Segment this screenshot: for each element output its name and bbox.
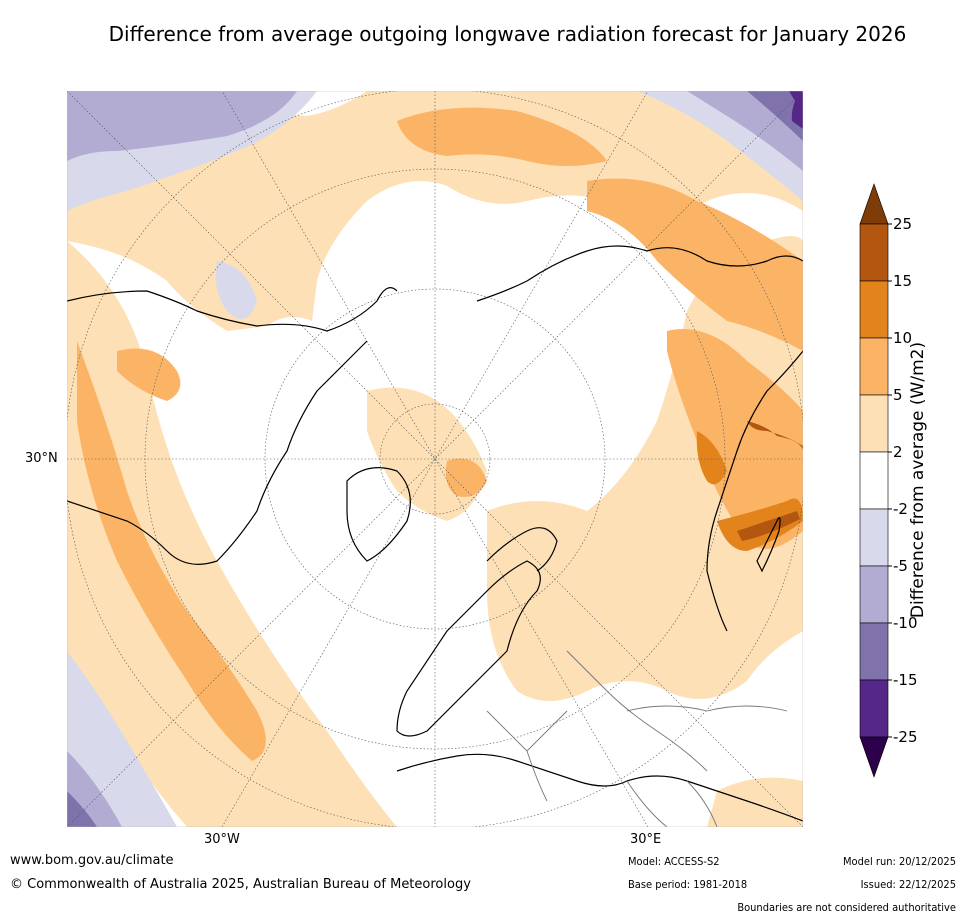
colorbar: 25 15 10 5 2 -2 -5 -10 -15 -25	[859, 183, 918, 778]
anomaly-region-2-5-africa	[707, 777, 803, 827]
latitude-circle-60n	[264, 288, 606, 630]
anomaly-region-15-25-japan	[737, 511, 800, 541]
colorbar-swatch	[859, 565, 889, 624]
colorbar-swatch	[859, 679, 889, 738]
footer-issued: Issued: 22/12/2025	[860, 878, 956, 891]
anomaly-region-m15-m25-northeast	[789, 91, 803, 129]
anomaly-region-5-10-greenland	[445, 458, 487, 497]
anomaly-region-5-10-asia	[667, 329, 803, 549]
coastline-japan	[756, 517, 781, 573]
colorbar-tick-label: 10	[893, 329, 912, 347]
anomaly-region-5-10-northeast	[587, 178, 803, 351]
footer-disclaimer: Boundaries are not considered authoritat…	[737, 901, 956, 914]
chart-title: Difference from average outgoing longwav…	[108, 22, 907, 46]
anomaly-region-5-10-north	[397, 107, 607, 166]
anomaly-region-2-5-north	[67, 91, 803, 331]
colorbar-under-arrow	[859, 736, 889, 778]
footer-copyright: © Commonwealth of Australia 2025, Austra…	[10, 877, 471, 892]
anomaly-region-m5-m10-northwest	[67, 91, 297, 161]
coastline-asia-east	[706, 350, 803, 632]
footer-url[interactable]: www.bom.gov.au/climate	[10, 853, 174, 868]
coastline-north-america	[67, 287, 398, 565]
colorbar-tick-label: 5	[893, 386, 903, 404]
colorbar-swatch	[859, 280, 889, 339]
coastline-scandinavia	[486, 527, 558, 572]
label-30e: 30°E	[630, 832, 662, 847]
graticule	[67, 91, 803, 827]
coastline-asia-north	[476, 245, 803, 302]
anomaly-region-m10-m15-southwest	[67, 791, 97, 827]
coastline-europe	[396, 560, 541, 737]
anomaly-region-10-15-asia	[696, 431, 727, 485]
colorbar-swatch	[859, 622, 889, 681]
anomaly-region-m10-m15-northeast	[747, 91, 803, 141]
colorbar-tick-label: -15	[893, 671, 918, 689]
footer-base-period: Base period: 1981-2018	[628, 878, 748, 891]
colorbar-tick-label: -25	[893, 728, 918, 746]
colorbar-tick-label: 25	[893, 215, 912, 233]
anomaly-region-m2-m5-alaska	[215, 261, 257, 319]
border-middle-east	[626, 780, 718, 827]
coastlines	[67, 245, 803, 822]
colorbar-title: Difference from average (W/m2)	[908, 341, 928, 619]
colorbar-swatch	[859, 451, 889, 510]
colorbar-tick-label: 15	[893, 272, 912, 290]
colorbar-swatch	[859, 508, 889, 567]
country-borders	[486, 650, 788, 827]
colorbar-tick-label: 2	[893, 443, 903, 461]
border-europe	[486, 710, 568, 802]
colorbar-swatch	[859, 394, 889, 453]
colorbar-tick-label: -5	[893, 557, 908, 575]
border-russia-west	[566, 650, 708, 772]
footer-model: Model: ACCESS-S2	[628, 855, 720, 868]
anomaly-region-m2-m5-southwest	[67, 651, 177, 827]
forecast-map	[67, 91, 803, 827]
footer-model-run: Model run: 20/12/2025	[843, 855, 956, 868]
colorbar-swatch	[859, 337, 889, 396]
coastline-mediterranean	[396, 753, 803, 822]
coastline-greenland	[346, 467, 411, 562]
anomaly-region-5-10-west2	[117, 348, 181, 401]
colorbar-over-arrow	[859, 183, 889, 225]
colorbar-swatch	[859, 223, 889, 282]
anomaly-region-5-10-west	[77, 341, 266, 761]
anomaly-region-15-25-asia	[747, 421, 803, 451]
colorbar-tick-label: -10	[893, 614, 918, 632]
label-30n: 30°N	[25, 451, 58, 466]
colorbar-tick-label: -2	[893, 500, 908, 518]
label-30w: 30°W	[204, 832, 240, 847]
border-central-asia	[626, 705, 788, 712]
